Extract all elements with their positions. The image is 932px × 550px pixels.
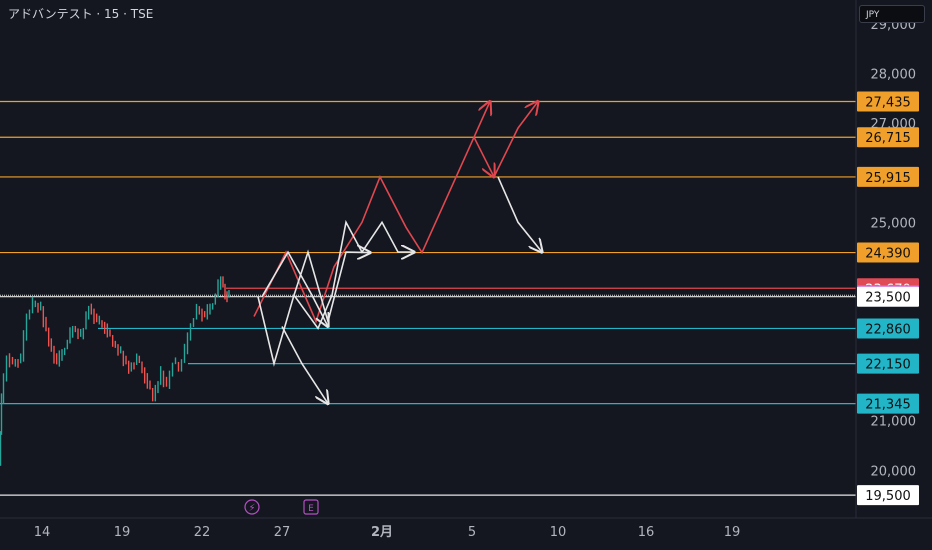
price-series: [0, 276, 230, 466]
x-tick-label: 19: [114, 525, 131, 540]
currency-badge[interactable]: JPY: [859, 5, 925, 23]
symbol-title[interactable]: アドバンテスト · 15 · TSE: [8, 7, 154, 21]
price-level-label: 26,715: [857, 127, 919, 148]
price-level-label-bg: [857, 485, 919, 506]
time-axis: 14 19 22 27 2月 5 10 16 19: [0, 517, 932, 540]
event-markers: ⚡ E: [244, 499, 319, 515]
price-level-label: 23,500: [857, 286, 919, 307]
red-projection-path: [473, 136, 494, 177]
dividend-marker-icon[interactable]: ⚡: [244, 499, 260, 515]
price-level-label-text: 19,500: [865, 489, 911, 504]
price-level-label: 27,435: [857, 91, 919, 112]
price-level-label-bg: [857, 127, 919, 148]
x-tick-label: 2月: [371, 525, 393, 540]
price-level-label-text: 27,435: [865, 96, 911, 111]
price-level-label-text: 21,345: [865, 398, 911, 413]
x-tick-label: 14: [34, 525, 51, 540]
price-level-label-text: 25,915: [865, 171, 911, 186]
price-level-label: 21,345: [857, 393, 919, 414]
price-level-label: 19,500: [857, 485, 919, 506]
white-projection-path: [293, 252, 370, 325]
x-tick-label: 22: [194, 525, 211, 540]
white-projection-path: [261, 250, 328, 326]
white-projection-path: [281, 326, 328, 404]
price-level-label-bg: [857, 242, 919, 263]
x-tick-label: 16: [638, 525, 655, 540]
price-level-labels: 27,43526,71525,91524,39023,67023,53023,5…: [857, 91, 919, 506]
price-level-label-bg: [857, 286, 919, 307]
earnings-marker-icon[interactable]: E: [303, 499, 319, 515]
white-projection-path: [497, 176, 542, 252]
svg-text:⚡: ⚡: [248, 503, 255, 514]
price-level-lines: [0, 100, 856, 496]
price-level-label-text: 22,860: [865, 322, 911, 337]
price-level-label: 25,915: [857, 166, 919, 187]
y-tick-label: 28,000: [871, 68, 917, 83]
x-tick-label: 27: [274, 525, 291, 540]
y-tick-label: 20,000: [871, 464, 917, 479]
projection-arrows: [253, 102, 542, 404]
price-level-label: 22,150: [857, 353, 919, 374]
price-level-label-text: 22,150: [865, 358, 911, 373]
y-tick-label: 25,000: [871, 216, 917, 231]
price-level-label-text: 24,390: [865, 247, 911, 262]
red-projection-path: [253, 102, 490, 324]
x-tick-label: 19: [724, 525, 741, 540]
price-level-label-bg: [857, 393, 919, 414]
price-level-label-bg: [857, 318, 919, 339]
x-tick-label: 5: [468, 525, 476, 540]
price-level-label-bg: [857, 91, 919, 112]
svg-text:E: E: [308, 504, 314, 514]
price-level-label-bg: [857, 353, 919, 374]
price-level-label-text: 26,715: [865, 131, 911, 146]
price-level-label-text: 23,500: [865, 291, 911, 306]
x-tick-label: 10: [550, 525, 567, 540]
price-level-label: 24,390: [857, 242, 919, 263]
price-level-label: 22,860: [857, 318, 919, 339]
y-tick-label: 21,000: [871, 415, 917, 430]
price-level-label-bg: [857, 166, 919, 187]
red-projection-path: [493, 102, 538, 178]
